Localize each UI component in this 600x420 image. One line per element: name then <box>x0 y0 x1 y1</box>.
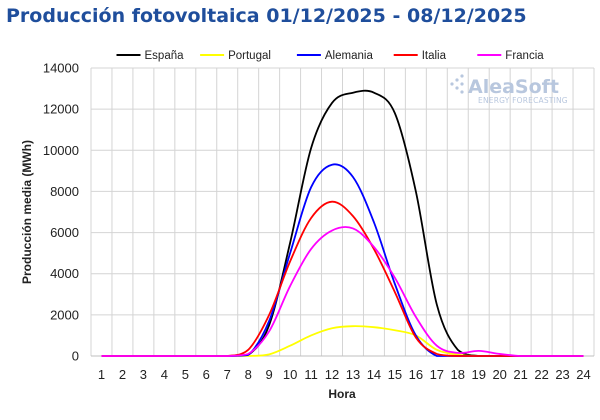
aleasoft-logo-icon <box>450 74 464 94</box>
watermark-name: AleaSoft <box>468 76 559 98</box>
y-tick-label: 6000 <box>50 225 79 240</box>
x-tick-label: 22 <box>534 367 548 382</box>
x-tick-label: 3 <box>140 367 147 382</box>
x-tick-label: 7 <box>224 367 231 382</box>
x-tick-label: 21 <box>513 367 527 382</box>
x-tick-label: 8 <box>245 367 252 382</box>
watermark-tagline: ENERGY FORECASTING <box>478 96 568 105</box>
x-tick-label: 15 <box>388 367 402 382</box>
series-line-francia <box>101 226 584 357</box>
x-tick-label: 4 <box>161 367 168 382</box>
x-axis-title: Hora <box>328 387 356 401</box>
legend: España Portugal Alemania Italia Francia <box>116 50 544 62</box>
chart-title: Producción fotovoltaica 01/12/2025 - 08/… <box>6 5 527 27</box>
x-tick-label: 11 <box>304 367 318 382</box>
aleasoft-watermark: AleaSoft ENERGY FORECASTING <box>450 74 568 105</box>
x-tick-label: 18 <box>451 367 465 382</box>
legend-label-alemania: Alemania <box>325 50 374 62</box>
x-tick-label: 1 <box>98 367 105 382</box>
y-tick-label: 12000 <box>43 102 79 117</box>
x-tick-label: 10 <box>283 367 297 382</box>
x-tick-label: 16 <box>409 367 423 382</box>
y-tick-label: 10000 <box>43 143 79 158</box>
y-tick-label: 2000 <box>50 307 79 322</box>
y-axis-title: Producción media (MWh) <box>20 140 34 284</box>
legend-label-francia: Francia <box>505 50 544 62</box>
x-tick-label: 12 <box>325 367 339 382</box>
x-tick-label: 5 <box>182 367 189 382</box>
x-tick-label: 20 <box>492 367 506 382</box>
y-tick-label: 0 <box>72 349 79 364</box>
x-tick-label: 17 <box>430 367 444 382</box>
y-tick-label: 4000 <box>50 266 79 281</box>
x-tick-label: 6 <box>203 367 210 382</box>
series-lines <box>101 89 584 357</box>
legend-label-espana: España <box>145 50 185 62</box>
y-tick-label: 8000 <box>50 184 79 199</box>
x-tick-label: 9 <box>266 367 273 382</box>
legend-label-italia: Italia <box>422 50 447 62</box>
x-tick-label: 24 <box>576 367 590 382</box>
x-tick-label: 13 <box>346 367 360 382</box>
x-tick-label: 14 <box>367 367 381 382</box>
grid <box>90 67 595 357</box>
x-tick-label: 19 <box>471 367 485 382</box>
y-tick-label: 14000 <box>43 61 79 76</box>
x-tick-label: 23 <box>555 367 569 382</box>
legend-label-portugal: Portugal <box>228 50 271 62</box>
x-tick-label: 2 <box>119 367 126 382</box>
